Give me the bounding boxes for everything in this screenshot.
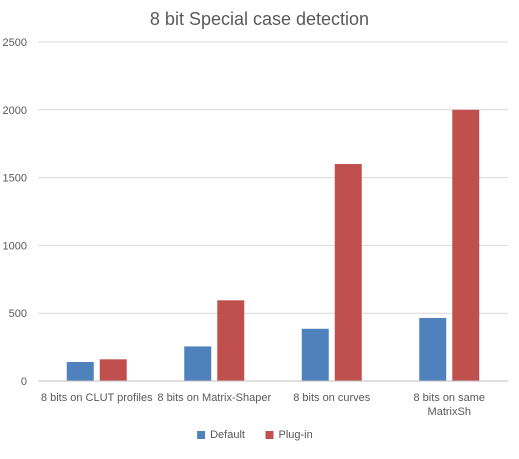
y-tick-label: 2500 [3,37,27,49]
bars [66,109,480,382]
legend-item: Plug-in [265,429,313,441]
y-tick-label: 1000 [3,240,27,252]
bar-default [301,328,329,381]
gridlines [38,41,508,314]
y-tick-label: 2000 [3,105,27,117]
y-axis-ticks: 0 500 1000 1500 2000 2500 [3,37,27,388]
x-tick-label: 8 bits on same MatrixSh [413,392,485,418]
bar-plug-in [452,109,480,382]
y-tick-label: 1500 [3,173,27,185]
legend-label: Default [210,429,245,441]
y-tick-label: 0 [21,376,27,388]
legend-swatch [265,431,274,439]
x-axis-labels: 8 bits on CLUT profiles 8 bits on Matrix-… [41,392,485,418]
legend-item: Default [197,429,245,441]
x-tick-label: 8 bits on Matrix-Shaper [157,392,271,404]
chart-title: 8 bit Special case detection [150,9,369,29]
bar-plug-in [217,300,245,381]
legend-label: Plug-in [279,429,313,441]
x-tick-label: 8 bits on CLUT profiles [41,392,153,404]
y-tick-label: 500 [9,308,27,320]
bar-plug-in [99,359,127,381]
bar-default [419,317,447,381]
bar-default [66,362,94,381]
bar-default [184,346,212,381]
bar-plug-in [334,164,362,381]
legend: Default Plug-in [197,429,313,441]
legend-swatch [197,431,206,439]
x-tick-label: 8 bits on curves [293,392,371,404]
